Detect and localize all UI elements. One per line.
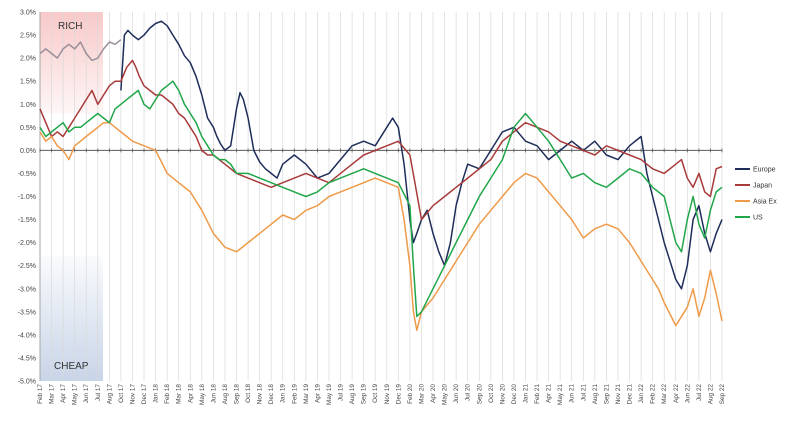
x-tick-label: Sep 21 bbox=[603, 384, 610, 405]
x-tick-label: Oct 19 bbox=[372, 384, 379, 403]
x-tick-label: Nov 21 bbox=[615, 384, 622, 405]
x-tick-label: Aug 21 bbox=[592, 384, 599, 405]
y-tick-label: -3.0% bbox=[18, 286, 36, 293]
x-tick-label: Feb 20 bbox=[407, 384, 414, 404]
x-tick-label: Dec 19 bbox=[395, 384, 402, 405]
x-tick-label: Apr 18 bbox=[187, 384, 194, 403]
x-tick-label: Nov 19 bbox=[384, 384, 391, 405]
x-tick-label: Jun 17 bbox=[83, 384, 90, 404]
x-tick-label: Jun 18 bbox=[210, 384, 217, 404]
x-tick-label: Apr 21 bbox=[546, 384, 553, 403]
x-tick-label: May 17 bbox=[72, 384, 79, 405]
y-tick-label: -3.5% bbox=[18, 309, 36, 316]
series-line-japan bbox=[39, 59, 723, 221]
x-tick-label: Mar 17 bbox=[49, 384, 56, 404]
x-tick-label: May 18 bbox=[199, 384, 206, 405]
x-tick-label: Jan 21 bbox=[522, 384, 529, 404]
x-tick-label: Apr 19 bbox=[314, 384, 321, 403]
y-tick-label: 1.0% bbox=[20, 102, 36, 109]
y-tick-label: -1.5% bbox=[18, 217, 36, 224]
rich-band bbox=[40, 12, 103, 114]
x-tick-label: Jul 19 bbox=[338, 384, 345, 401]
y-tick-label: -4.0% bbox=[18, 332, 36, 339]
x-tick-label: Dec 20 bbox=[511, 384, 518, 405]
legend-label-europe: Europe bbox=[753, 167, 776, 174]
x-tick-label: Jun 22 bbox=[684, 384, 691, 404]
x-tick-label: Jan 22 bbox=[638, 384, 645, 404]
x-tick-label: Sep 22 bbox=[719, 384, 726, 405]
y-tick-label: -2.0% bbox=[18, 240, 36, 247]
cheap-label: CHEAP bbox=[54, 361, 89, 372]
series-line-us bbox=[39, 80, 723, 318]
x-tick-label: Jun 21 bbox=[569, 384, 576, 404]
y-tick-label: -2.5% bbox=[18, 263, 36, 270]
y-tick-label: -4.5% bbox=[18, 355, 36, 362]
y-tick-label: -1.0% bbox=[18, 194, 36, 201]
x-tick-label: Apr 22 bbox=[673, 384, 680, 403]
rich-label: RICH bbox=[58, 21, 82, 32]
legend-label-japan: Japan bbox=[753, 183, 772, 190]
x-tick-label: Mar 19 bbox=[303, 384, 310, 404]
x-tick-label: Nov 18 bbox=[257, 384, 264, 405]
x-tick-label: Apr 17 bbox=[60, 384, 67, 403]
x-tick-label: Feb 19 bbox=[291, 384, 298, 404]
y-tick-label: 0.0% bbox=[20, 148, 36, 155]
y-tick-label: -5.0% bbox=[18, 379, 36, 386]
x-tick-label: Aug 17 bbox=[106, 384, 113, 405]
x-tick-label: Oct 18 bbox=[245, 384, 252, 403]
cheap-band bbox=[40, 256, 103, 381]
series-line-4 bbox=[39, 39, 122, 62]
x-tick-label: Oct 17 bbox=[118, 384, 125, 403]
x-tick-label: Mar 18 bbox=[176, 384, 183, 404]
x-tick-label: Jul 17 bbox=[95, 384, 102, 401]
y-tick-label: -0.5% bbox=[18, 171, 36, 178]
y-tick-label: 1.5% bbox=[20, 79, 36, 86]
series-line-europe bbox=[120, 20, 723, 290]
x-tick-label: Apr 20 bbox=[430, 384, 437, 403]
x-tick-label: Dec 17 bbox=[141, 384, 148, 405]
x-tick-label: Dec 18 bbox=[268, 384, 275, 405]
x-tick-label: Aug 19 bbox=[349, 384, 356, 405]
x-tick-label: Jul 21 bbox=[580, 384, 587, 401]
x-tick-label: Feb 21 bbox=[534, 384, 541, 404]
legend-label-us: US bbox=[753, 215, 763, 222]
x-tick-label: Dec 21 bbox=[627, 384, 634, 405]
x-tick-label: Feb 17 bbox=[37, 384, 44, 404]
x-tick-label: Sep 20 bbox=[476, 384, 483, 405]
x-tick-label: Oct 20 bbox=[488, 384, 495, 403]
x-tick-label: Jul 22 bbox=[696, 384, 703, 401]
y-tick-label: 2.0% bbox=[20, 56, 36, 63]
x-tick-label: Jun 20 bbox=[453, 384, 460, 404]
x-tick-label: Aug 18 bbox=[222, 384, 229, 405]
x-tick-label: Feb 22 bbox=[650, 384, 657, 404]
x-tick-label: May 19 bbox=[326, 384, 333, 405]
y-tick-label: 3.0% bbox=[20, 10, 36, 17]
legend-label-asia-ex: Asia Ex bbox=[753, 199, 777, 206]
x-tick-label: Mar 22 bbox=[661, 384, 668, 404]
x-tick-label: Feb 18 bbox=[164, 384, 171, 404]
x-tick-label: Mar 20 bbox=[418, 384, 425, 404]
x-tick-label: Jan 18 bbox=[153, 384, 160, 404]
x-tick-label: May 20 bbox=[442, 384, 449, 405]
y-tick-label: 0.5% bbox=[20, 125, 36, 132]
x-tick-label: Jul 20 bbox=[465, 384, 472, 401]
x-tick-label: Nov 17 bbox=[129, 384, 136, 405]
x-tick-label: May 21 bbox=[557, 384, 564, 405]
y-tick-label: 2.5% bbox=[20, 33, 36, 40]
x-tick-label: Sep 18 bbox=[234, 384, 241, 405]
x-tick-label: Nov 20 bbox=[499, 384, 506, 405]
x-tick-label: Sep 19 bbox=[361, 384, 368, 405]
x-tick-label: Jan 19 bbox=[280, 384, 287, 404]
x-tick-label: Aug 22 bbox=[707, 384, 714, 405]
series-line-asia-ex bbox=[39, 121, 723, 332]
